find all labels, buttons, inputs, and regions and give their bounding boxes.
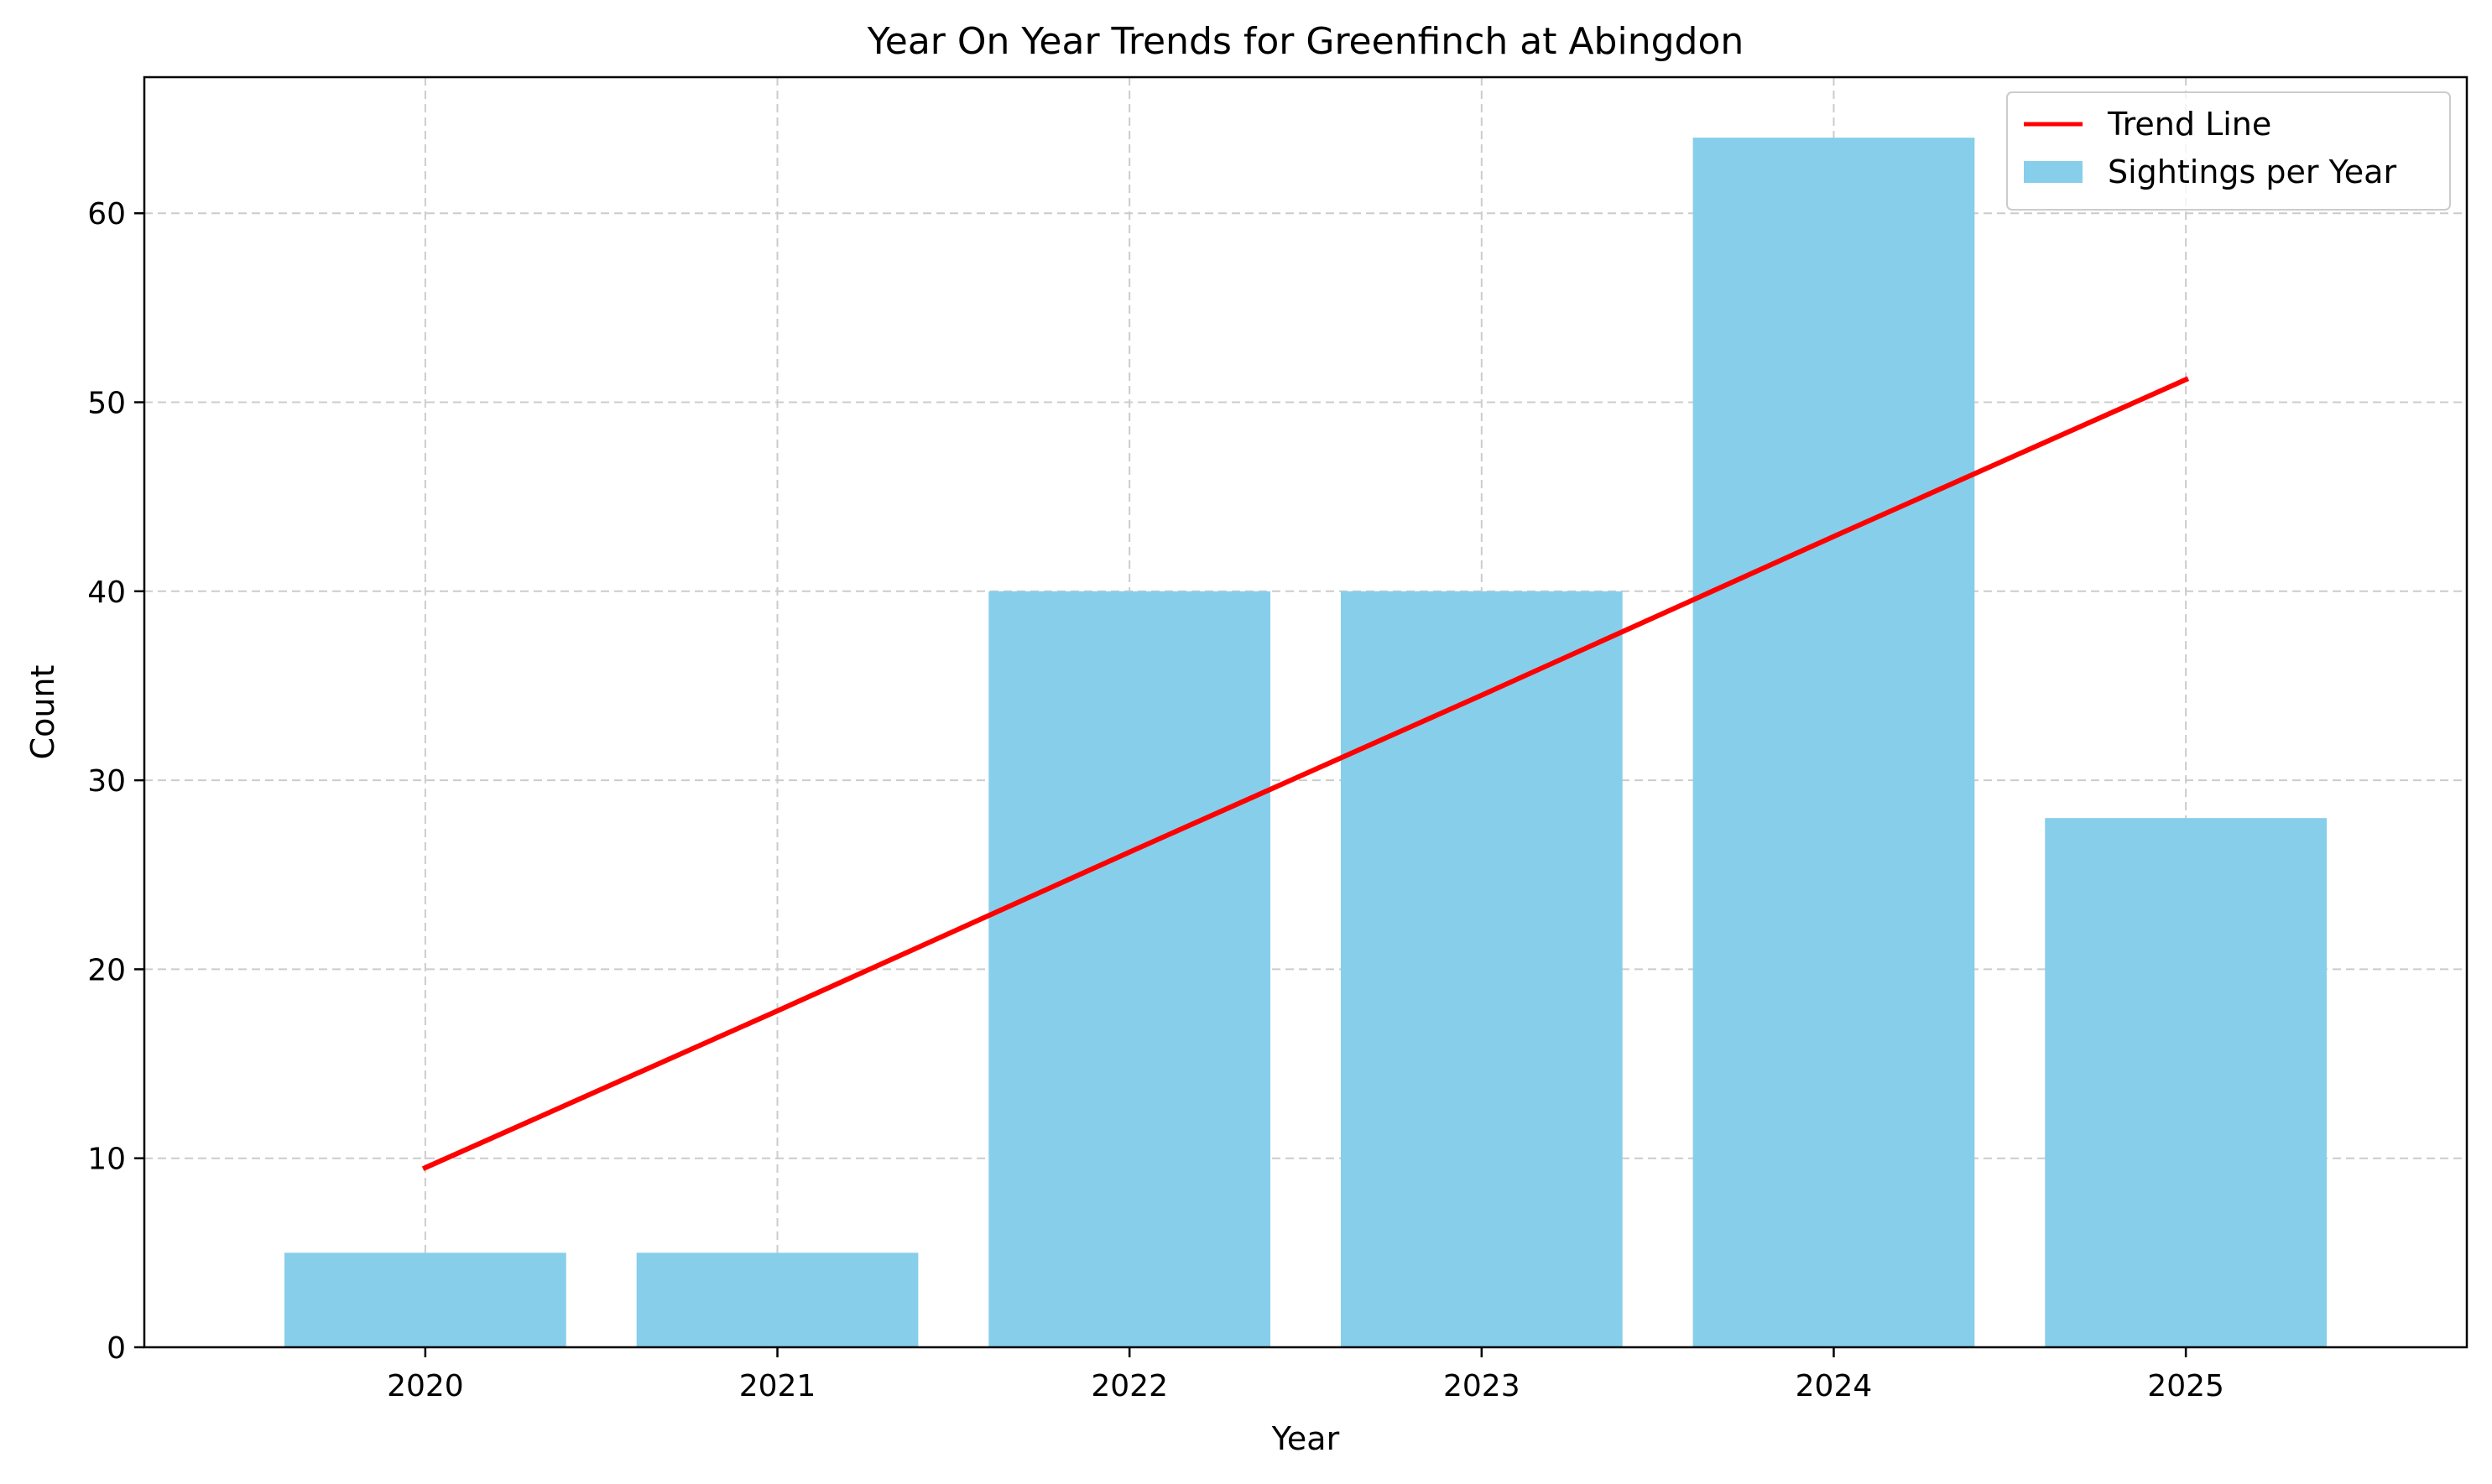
legend: Trend Line Sightings per Year <box>2006 91 2451 211</box>
y-tick-label: 10 <box>87 1143 126 1177</box>
plot-frame <box>143 76 2469 1349</box>
bar-2025 <box>2045 818 2327 1347</box>
y-tick-label: 0 <box>107 1331 126 1366</box>
x-tick-label: 2025 <box>2147 1369 2224 1403</box>
legend-sightings-swatch <box>2024 161 2083 183</box>
y-tick-label: 40 <box>87 575 126 610</box>
y-tick-label: 60 <box>87 197 126 232</box>
trend-line <box>421 376 2190 1171</box>
x-tick-label: 2024 <box>1796 1369 1873 1403</box>
x-tick-label: 2021 <box>739 1369 816 1403</box>
x-tick-label: 2023 <box>1443 1369 1520 1403</box>
chart-title: Year On Year Trends for Greenfinch at Ab… <box>867 20 1744 63</box>
y-axis-label: Count <box>24 665 61 760</box>
line-layer <box>421 376 2190 1171</box>
x-tick-label: 2022 <box>1091 1369 1168 1403</box>
legend-trend-line-label: Trend Line <box>2107 106 2271 143</box>
bar-2023 <box>1340 591 1623 1347</box>
x-axis-label: Year <box>1271 1420 1340 1457</box>
bars-layer <box>284 138 2327 1348</box>
bar-2021 <box>636 1252 919 1347</box>
ticks-layer: 0 10 20 30 40 50 60 2020 2021 2022 2023 2024 2025 <box>87 197 2224 1403</box>
legend-sightings-label: Sightings per Year <box>2108 154 2396 190</box>
bar-2020 <box>284 1252 566 1347</box>
x-tick-label: 2020 <box>387 1369 464 1403</box>
axes-layer <box>143 76 2469 1349</box>
y-tick-label: 20 <box>87 953 126 987</box>
bar-2024 <box>1692 138 1975 1348</box>
legend-box <box>2006 91 2451 211</box>
y-tick-label: 30 <box>87 764 126 799</box>
bar-2022 <box>988 591 1271 1347</box>
y-tick-label: 50 <box>87 387 126 421</box>
